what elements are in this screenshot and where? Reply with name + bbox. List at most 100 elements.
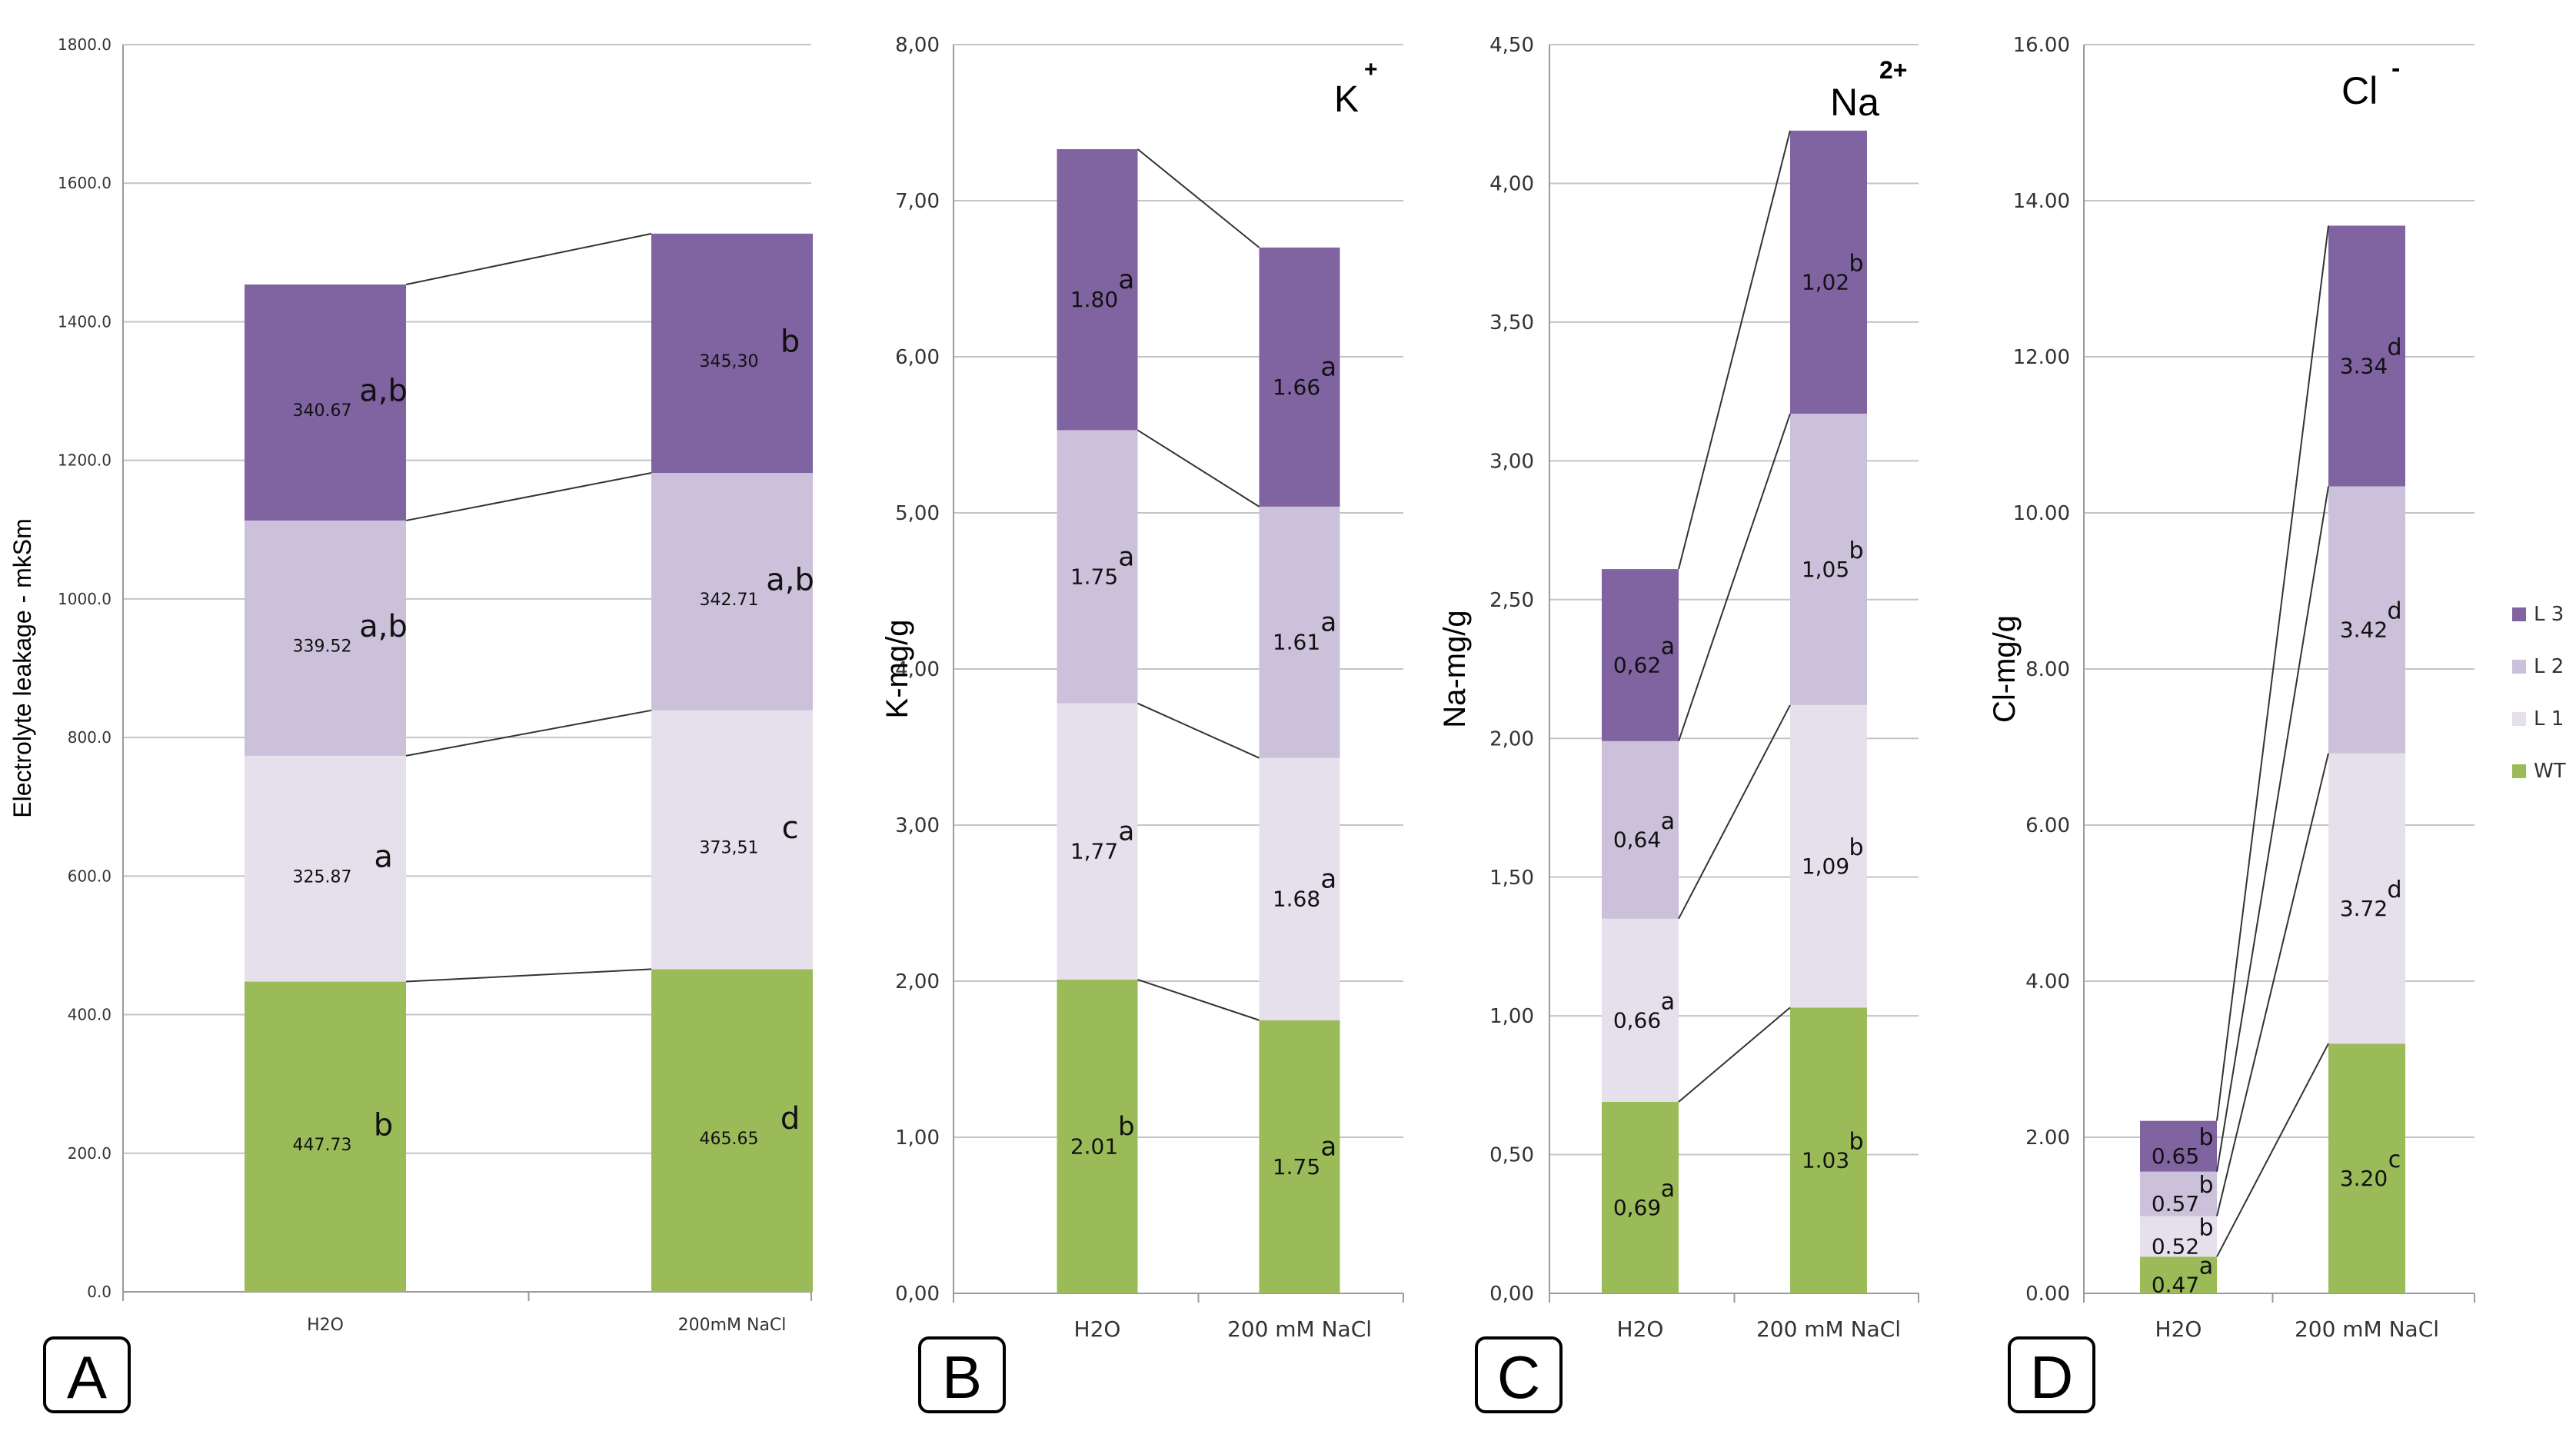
y-tick-label: 2,00 (895, 970, 940, 993)
significance-letter: c (2388, 1146, 2401, 1173)
x-tick-label: H2O (1617, 1316, 1664, 1342)
legend-label: L 2 (2534, 655, 2564, 678)
y-tick-label: 5,00 (895, 502, 940, 525)
bar-l2 (1790, 413, 1867, 705)
y-tick-label: 0.0 (87, 1283, 111, 1301)
y-tick-label: 4,50 (1489, 34, 1534, 57)
significance-letter: b (1849, 834, 1863, 861)
ion-label: Na (1830, 81, 1879, 124)
connector-line (2216, 225, 2329, 1121)
y-tick-label: 800.0 (68, 728, 111, 747)
panel-letter-box (918, 1336, 1006, 1413)
y-tick-label: 8,00 (895, 34, 940, 57)
y-tick-label: 600.0 (68, 867, 111, 885)
significance-letter: b (2198, 1172, 2213, 1199)
y-tick-label: 14.00 (2013, 190, 2070, 213)
y-tick-label: 0.00 (2025, 1283, 2070, 1306)
connector-line (2216, 1043, 2329, 1257)
connector-line (405, 232, 652, 285)
connector-line (405, 968, 652, 983)
connector-line (1137, 429, 1260, 508)
bar-l3 (651, 233, 813, 474)
y-tick-label: 4,00 (1489, 173, 1534, 196)
data-label: 465.65 (700, 1130, 759, 1149)
data-label: 1.61 (1273, 630, 1320, 655)
bar-wt (1602, 1101, 1679, 1293)
ion-label: Cl (2341, 69, 2378, 112)
legend-swatch-l1 (2512, 712, 2526, 726)
y-tick-label: 3,50 (1489, 311, 1534, 334)
panel-letter: B (942, 1343, 982, 1411)
y-tick-label: 4,00 (895, 658, 940, 681)
bar-l1 (2328, 753, 2405, 1044)
data-label: 1.80 (1070, 287, 1118, 312)
y-tick-label: 1400.0 (58, 312, 111, 331)
panel-a: 0.0 200.0 400.0 600.0 800.0 1000.0 1200.0 1400.… (8, 35, 814, 1413)
significance-letter: b (2198, 1214, 2213, 1241)
bar-wt (651, 969, 813, 1292)
bar-l2 (2140, 1171, 2217, 1216)
significance-letter: d (2387, 598, 2401, 625)
y-tick-label: 3,00 (895, 814, 940, 837)
y-tick-label: 7,00 (895, 190, 940, 213)
connector-line (1678, 704, 1791, 920)
bar-l3 (1057, 149, 1138, 431)
data-label: 0,66 (1613, 1007, 1661, 1033)
data-label: 373,51 (700, 839, 759, 858)
connector-line (405, 709, 652, 757)
significance-letter: b (1118, 1111, 1135, 1142)
significance-letter: a (2199, 1253, 2213, 1280)
data-label: 1.03 (1802, 1148, 1849, 1173)
bar-wt (1057, 979, 1138, 1293)
y-tick-label: 12.00 (2013, 346, 2070, 369)
y-tick-label: 2,50 (1489, 589, 1534, 612)
significance-letter: a,b (359, 373, 408, 408)
x-tick-label: 200 mM NaCl (1756, 1316, 1901, 1342)
data-label: 0.65 (2152, 1143, 2199, 1169)
y-tick-label: 6,00 (895, 346, 940, 369)
y-tick-label: 0,00 (895, 1283, 940, 1306)
ion-charge: - (2391, 54, 2400, 83)
bar-l3 (245, 284, 406, 521)
data-label: 325.87 (293, 867, 352, 887)
data-label: 1.66 (1273, 374, 1320, 400)
data-label: 0,64 (1613, 827, 1661, 853)
y-axis-title: Electrolyte leakage - mkSm (8, 518, 36, 817)
data-label: 1,02 (1802, 269, 1849, 295)
data-label: 1,77 (1070, 839, 1118, 864)
significance-letter: b (1849, 1129, 1863, 1156)
significance-letter: a,b (766, 562, 814, 597)
data-label: 1.75 (1070, 564, 1118, 589)
y-tick-label: 0,00 (1489, 1283, 1534, 1306)
panel-letter: A (67, 1343, 107, 1411)
panel-letter-box (2008, 1336, 2095, 1413)
significance-letter: b (780, 324, 800, 359)
bar-l1 (651, 710, 813, 970)
connector-line (1137, 702, 1260, 759)
data-label: 0.52 (2152, 1233, 2199, 1259)
bar-wt (1259, 1020, 1340, 1293)
bar-l2 (1259, 506, 1340, 758)
x-tick-label: 200 mM NaCl (2295, 1316, 2439, 1342)
bar-l3 (1602, 569, 1679, 741)
significance-letter: a (1661, 808, 1675, 835)
data-label: 339.52 (293, 637, 352, 657)
panel-d: 0.00 2.00 4.00 6.00 8.00 10.00 12.00 14.00 16.00… (1988, 34, 2475, 1413)
y-tick-label: 1600.0 (58, 174, 111, 192)
bar-wt (1790, 1007, 1867, 1293)
significance-letter: a (1661, 988, 1675, 1015)
data-label: 1.68 (1273, 887, 1320, 912)
bar-l3 (2140, 1120, 2217, 1172)
significance-letter: c (782, 810, 799, 846)
significance-letter: a (1118, 265, 1134, 295)
y-tick-label: 0,50 (1489, 1144, 1534, 1167)
data-label: 342.71 (700, 591, 759, 610)
legend: L 3 L 2 L 1 WT (2512, 603, 2566, 783)
data-label: 3.20 (2340, 1166, 2388, 1191)
panel-letter-box (1475, 1336, 1563, 1413)
y-tick-label: 2.00 (2025, 1126, 2070, 1150)
legend-swatch-l3 (2512, 607, 2526, 621)
y-tick-label: 400.0 (68, 1006, 111, 1024)
y-tick-label: 1000.0 (58, 590, 111, 608)
data-label: 3.42 (2340, 617, 2388, 642)
